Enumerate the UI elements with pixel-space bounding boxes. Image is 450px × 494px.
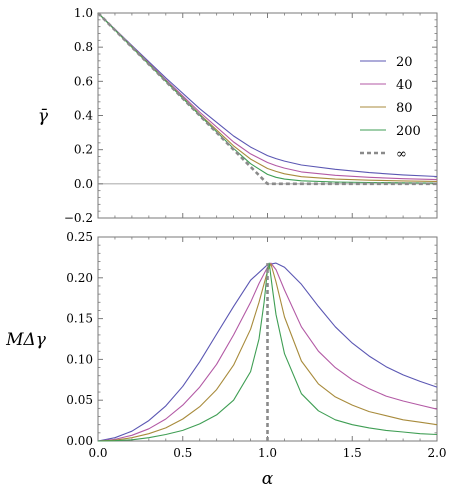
bottom-x-tick-label: 0.5 bbox=[173, 446, 192, 460]
top-y-tick-label: 0.0 bbox=[74, 177, 93, 191]
legend-label-40: 40 bbox=[396, 78, 413, 93]
bottom-y-tick-label: 0.05 bbox=[66, 393, 93, 407]
top-series-line-40 bbox=[97, 12, 438, 181]
legend-label-200: 200 bbox=[396, 124, 421, 139]
bottom-series-line-40 bbox=[97, 262, 438, 442]
bottom-series-line-80 bbox=[97, 263, 438, 442]
bottom-y-tick-label: 0.25 bbox=[66, 230, 93, 244]
bottom-x-tick-label: 2.0 bbox=[427, 446, 446, 460]
bottom-x-tick-label: 0.0 bbox=[88, 446, 107, 460]
legend-label-∞: ∞ bbox=[396, 147, 407, 162]
bottom-x-axis-title: α bbox=[262, 469, 274, 489]
top-series-line-20 bbox=[97, 12, 438, 178]
bottom-x-tick-label: 1.5 bbox=[343, 446, 362, 460]
bottom-series-line-200 bbox=[97, 262, 438, 442]
bottom-y-tick-label: 0.00 bbox=[66, 434, 93, 448]
bottom-y-tick-label: 0.10 bbox=[66, 352, 93, 366]
m-delta-gamma-panel: 0.0 0.5 1.0 1.5 2.0 0.00 0.05 0.10 0.15 0.20 0.25 M… bbox=[5, 230, 446, 489]
bottom-y-axis-title: MΔγ bbox=[5, 330, 47, 350]
legend-label-20: 20 bbox=[396, 55, 413, 70]
top-y-tick-label: 0.4 bbox=[74, 109, 93, 123]
top-plot-frame bbox=[97, 12, 438, 219]
top-y-tick-label: 1.0 bbox=[74, 6, 93, 20]
bottom-y-tick-label: 0.20 bbox=[66, 271, 93, 285]
top-y-tick-label: 0.2 bbox=[74, 143, 93, 157]
top-y-tick-label: 0.6 bbox=[74, 74, 93, 88]
legend-label-80: 80 bbox=[396, 101, 413, 116]
top-y-tick-label: 0.8 bbox=[74, 40, 93, 54]
bottom-series-line-20 bbox=[97, 262, 438, 442]
top-series-line-200 bbox=[97, 12, 438, 184]
bottom-x-tick-label: 1.0 bbox=[258, 446, 277, 460]
top-y-axis-title: γ̄ bbox=[38, 107, 49, 127]
top-series-line-∞ bbox=[97, 12, 437, 186]
bottom-y-tick-label: 0.15 bbox=[66, 312, 93, 326]
top-y-tick-label: −0.2 bbox=[64, 211, 93, 225]
gamma-bar-panel: −0.2 0.0 0.2 0.4 0.6 0.8 1.0 γ̄ 20 40 80 200 ∞ bbox=[38, 6, 438, 225]
